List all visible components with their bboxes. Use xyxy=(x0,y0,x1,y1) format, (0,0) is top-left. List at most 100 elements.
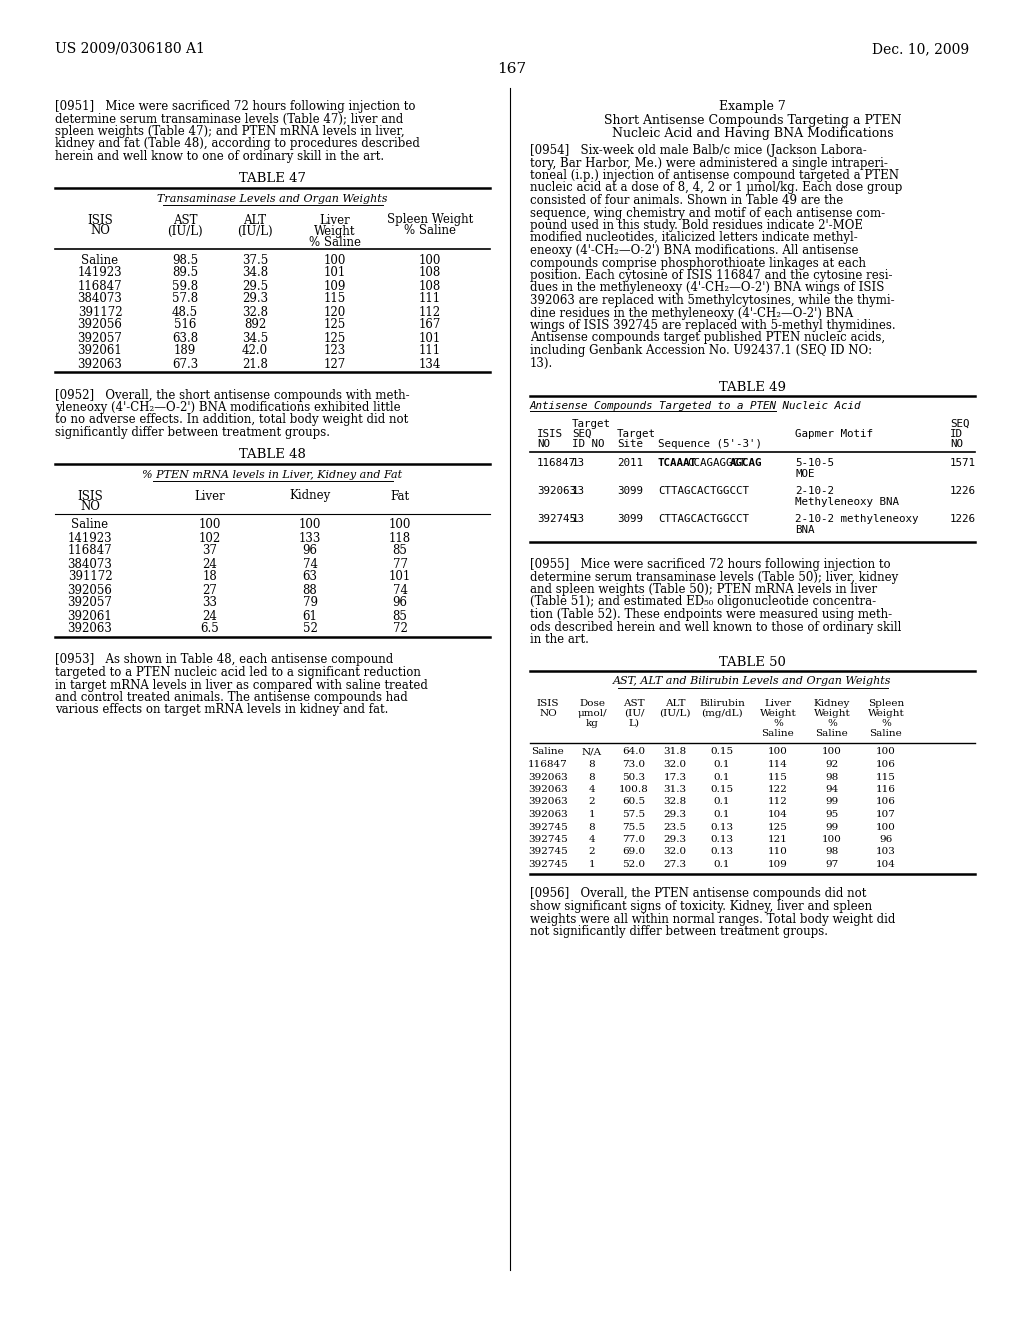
Text: CTTAGCACTGGCCT: CTTAGCACTGGCCT xyxy=(658,486,749,496)
Text: Saline: Saline xyxy=(82,253,119,267)
Text: TABLE 48: TABLE 48 xyxy=(239,449,306,462)
Text: compounds comprise phosphorothioate linkages at each: compounds comprise phosphorothioate link… xyxy=(530,256,866,269)
Text: 0.13: 0.13 xyxy=(711,822,733,832)
Text: 64.0: 64.0 xyxy=(623,747,645,756)
Text: %: % xyxy=(881,718,891,727)
Text: 34.8: 34.8 xyxy=(242,267,268,280)
Text: 100: 100 xyxy=(877,747,896,756)
Text: 0.13: 0.13 xyxy=(711,836,733,843)
Text: Saline: Saline xyxy=(72,519,109,532)
Text: % Saline: % Saline xyxy=(404,224,456,238)
Text: Bilirubin: Bilirubin xyxy=(699,698,744,708)
Text: 31.3: 31.3 xyxy=(664,785,686,795)
Text: 100: 100 xyxy=(768,747,787,756)
Text: Gapmer Motif: Gapmer Motif xyxy=(795,429,873,440)
Text: 72: 72 xyxy=(392,623,408,635)
Text: 115: 115 xyxy=(324,293,346,305)
Text: 125: 125 xyxy=(324,331,346,345)
Text: 73.0: 73.0 xyxy=(623,760,645,770)
Text: eneoxy (4'-CH₂—O-2') BNA modifications. All antisense: eneoxy (4'-CH₂—O-2') BNA modifications. … xyxy=(530,244,858,257)
Text: 33: 33 xyxy=(203,597,217,610)
Text: tory, Bar Harbor, Me.) were administered a single intraperi-: tory, Bar Harbor, Me.) were administered… xyxy=(530,157,888,169)
Text: 392063: 392063 xyxy=(78,358,123,371)
Text: 100: 100 xyxy=(822,747,842,756)
Text: dine residues in the methyleneoxy (4'-CH₂—O-2') BNA: dine residues in the methyleneoxy (4'-CH… xyxy=(530,306,853,319)
Text: modified nucleotides, italicized letters indicate methyl-: modified nucleotides, italicized letters… xyxy=(530,231,858,244)
Text: targeted to a PTEN nucleic acid led to a significant reduction: targeted to a PTEN nucleic acid led to a… xyxy=(55,667,421,678)
Text: in target mRNA levels in liver as compared with saline treated: in target mRNA levels in liver as compar… xyxy=(55,678,428,692)
Text: 89.5: 89.5 xyxy=(172,267,198,280)
Text: 75.5: 75.5 xyxy=(623,822,645,832)
Text: TCAAAT: TCAAAT xyxy=(658,458,697,469)
Text: spleen weights (Table 47); and PTEN mRNA levels in liver,: spleen weights (Table 47); and PTEN mRNA… xyxy=(55,125,404,139)
Text: Nucleic Acid and Having BNA Modifications: Nucleic Acid and Having BNA Modification… xyxy=(611,127,893,140)
Text: Spleen Weight: Spleen Weight xyxy=(387,214,473,227)
Text: 69.0: 69.0 xyxy=(623,847,645,857)
Text: 2: 2 xyxy=(589,847,595,857)
Text: 0.1: 0.1 xyxy=(714,861,730,869)
Text: Antisense Compounds Targeted to a PTEN Nucleic Acid: Antisense Compounds Targeted to a PTEN N… xyxy=(530,401,861,411)
Text: 114: 114 xyxy=(768,760,787,770)
Text: 99: 99 xyxy=(825,822,839,832)
Text: Kidney: Kidney xyxy=(290,490,331,503)
Text: TABLE 49: TABLE 49 xyxy=(719,381,786,393)
Text: ISIS: ISIS xyxy=(537,429,563,440)
Text: 109: 109 xyxy=(324,280,346,293)
Text: yleneoxy (4'-CH₂—O-2') BNA modifications exhibited little: yleneoxy (4'-CH₂—O-2') BNA modifications… xyxy=(55,401,400,414)
Text: %: % xyxy=(827,718,837,727)
Text: kg: kg xyxy=(586,718,598,727)
Text: 24: 24 xyxy=(203,557,217,570)
Text: μmol/: μmol/ xyxy=(578,709,607,718)
Text: 95: 95 xyxy=(825,810,839,818)
Text: Methyleneoxy BNA: Methyleneoxy BNA xyxy=(795,498,899,507)
Text: (IU/L): (IU/L) xyxy=(659,709,691,718)
Text: 85: 85 xyxy=(392,610,408,623)
Text: 8: 8 xyxy=(589,760,595,770)
Text: ID: ID xyxy=(950,429,963,440)
Text: 50.3: 50.3 xyxy=(623,772,645,781)
Text: 0.13: 0.13 xyxy=(711,847,733,857)
Text: 100: 100 xyxy=(199,519,221,532)
Text: 101: 101 xyxy=(389,570,411,583)
Text: 92: 92 xyxy=(825,760,839,770)
Text: 0.1: 0.1 xyxy=(714,797,730,807)
Text: herein and well know to one of ordinary skill in the art.: herein and well know to one of ordinary … xyxy=(55,150,384,162)
Text: Example 7: Example 7 xyxy=(719,100,785,114)
Text: 61: 61 xyxy=(302,610,317,623)
Text: ID NO: ID NO xyxy=(572,440,604,449)
Text: 37.5: 37.5 xyxy=(242,253,268,267)
Text: 57.5: 57.5 xyxy=(623,810,645,818)
Text: 13).: 13). xyxy=(530,356,553,370)
Text: 392745: 392745 xyxy=(528,861,568,869)
Text: consisted of four animals. Shown in Table 49 are the: consisted of four animals. Shown in Tabl… xyxy=(530,194,843,207)
Text: 116: 116 xyxy=(877,785,896,795)
Text: 104: 104 xyxy=(877,861,896,869)
Text: 29.3: 29.3 xyxy=(664,836,686,843)
Text: NO: NO xyxy=(950,440,963,449)
Text: Target: Target xyxy=(572,418,611,429)
Text: 98.5: 98.5 xyxy=(172,253,198,267)
Text: ALT: ALT xyxy=(244,214,266,227)
Text: Sequence (5'-3'): Sequence (5'-3') xyxy=(658,440,762,449)
Text: CCAGAGGCT: CCAGAGGCT xyxy=(687,458,745,469)
Text: (IU/: (IU/ xyxy=(624,709,644,718)
Text: 103: 103 xyxy=(877,847,896,857)
Text: [0953]   As shown in Table 48, each antisense compound: [0953] As shown in Table 48, each antise… xyxy=(55,653,393,667)
Text: Saline: Saline xyxy=(531,747,564,756)
Text: 74: 74 xyxy=(392,583,408,597)
Text: 4: 4 xyxy=(589,785,595,795)
Text: 85: 85 xyxy=(392,544,408,557)
Text: 4: 4 xyxy=(589,836,595,843)
Text: 8: 8 xyxy=(589,822,595,832)
Text: TABLE 47: TABLE 47 xyxy=(239,173,306,186)
Text: %: % xyxy=(773,718,783,727)
Text: TABLE 50: TABLE 50 xyxy=(719,656,786,668)
Text: in the art.: in the art. xyxy=(530,634,589,645)
Text: 94: 94 xyxy=(825,785,839,795)
Text: 21.8: 21.8 xyxy=(242,358,268,371)
Text: 52.0: 52.0 xyxy=(623,861,645,869)
Text: Antisense compounds target published PTEN nucleic acids,: Antisense compounds target published PTE… xyxy=(530,331,885,345)
Text: 112: 112 xyxy=(419,305,441,318)
Text: SEQ: SEQ xyxy=(950,418,970,429)
Text: N/A: N/A xyxy=(582,747,602,756)
